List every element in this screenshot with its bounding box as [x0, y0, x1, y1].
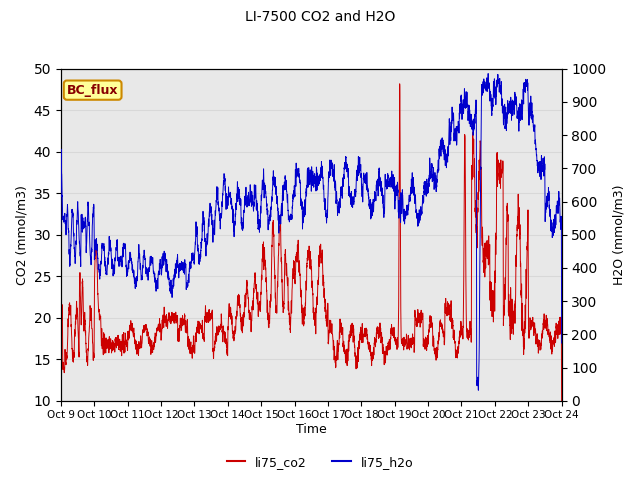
Y-axis label: H2O (mmol/m3): H2O (mmol/m3) [612, 184, 625, 285]
Y-axis label: CO2 (mmol/m3): CO2 (mmol/m3) [15, 185, 28, 285]
Legend: li75_co2, li75_h2o: li75_co2, li75_h2o [221, 451, 419, 474]
Text: BC_flux: BC_flux [67, 84, 118, 96]
Text: LI-7500 CO2 and H2O: LI-7500 CO2 and H2O [245, 10, 395, 24]
X-axis label: Time: Time [296, 423, 326, 436]
